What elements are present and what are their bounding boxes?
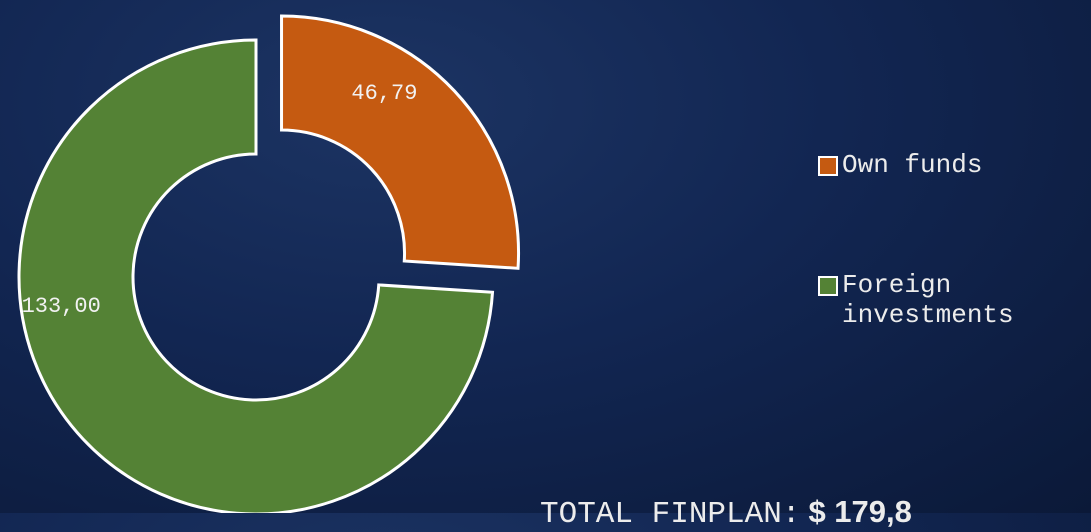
legend-item: Own funds [818, 150, 1088, 180]
legend-swatch [818, 156, 838, 176]
legend-item: Foreign investments [818, 270, 1088, 330]
chart: 46,79 133,00 [17, 14, 521, 513]
total-value: $ 179,8 [808, 494, 912, 529]
donut-slice [280, 14, 521, 270]
donut-slice [17, 38, 495, 513]
legend-label: Foreign investments [842, 270, 1014, 330]
value-label: 133,00 [22, 294, 101, 319]
total-label: TOTAL FINPLAN: [540, 497, 801, 532]
value-label: 46,79 [351, 81, 417, 106]
legend-swatch [818, 276, 838, 296]
legend-label: Own funds [842, 150, 983, 180]
total: TOTAL FINPLAN: $ 179,8 [540, 494, 912, 532]
